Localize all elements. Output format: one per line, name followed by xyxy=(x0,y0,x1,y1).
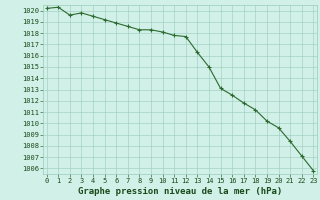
X-axis label: Graphe pression niveau de la mer (hPa): Graphe pression niveau de la mer (hPa) xyxy=(78,187,282,196)
